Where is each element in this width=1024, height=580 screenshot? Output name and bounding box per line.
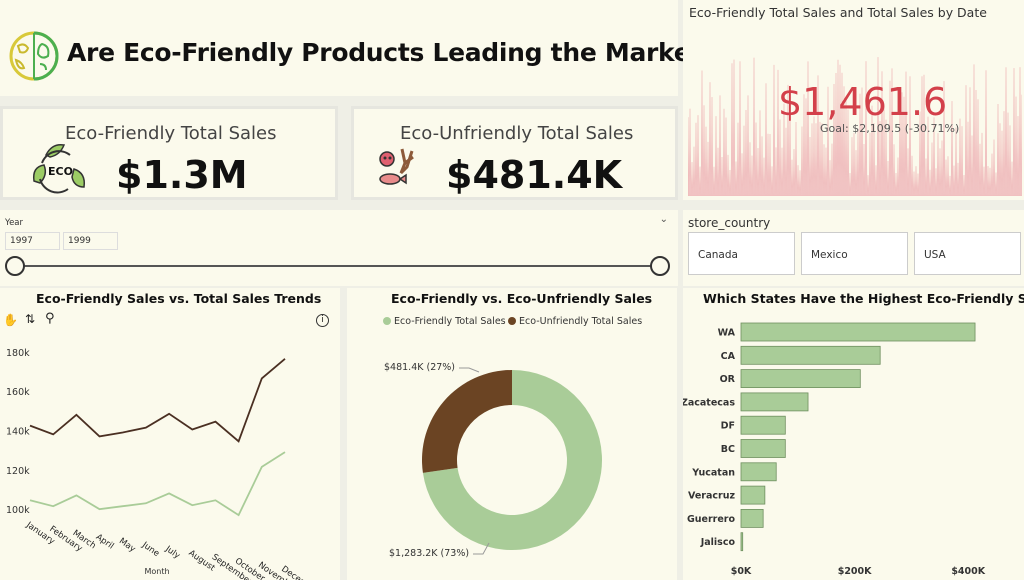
y-tick-label: Zacatecas [683, 397, 735, 408]
y-tick-label: Guerrero [687, 514, 736, 525]
bar [740, 485, 766, 505]
zoom-icon[interactable]: ⚲ [45, 311, 55, 326]
bar [740, 508, 764, 528]
bar-chart-title: Which States Have the Highest Eco-Friend… [703, 291, 1024, 306]
x-tick-label: $200K [838, 566, 872, 577]
eco-recycle-icon: ECO [32, 143, 86, 194]
bar [740, 462, 777, 482]
y-tick-label: Yucatan [691, 467, 735, 478]
legend-label: Eco-Unfriendly Total Sales [519, 316, 642, 327]
line-chart: 100k120k140k160k180kJanuaryFebruaryMarch… [6, 348, 322, 580]
bar [740, 345, 881, 365]
title-panel: Are Eco-Friendly Products Leading the Ma… [0, 0, 717, 96]
eco-kpi-card[interactable]: Eco-Friendly Total Sales ECO $1.3M [0, 106, 338, 200]
y-tick-label: WA [718, 328, 736, 339]
eco-icon-text: ECO [48, 165, 73, 178]
donut-slice-eco [422, 370, 602, 550]
legend-marker [383, 317, 391, 325]
y-tick-label: BC [721, 444, 735, 455]
donut-slice-unfriendly [422, 370, 512, 473]
bar [740, 532, 744, 552]
x-tick-label: June [139, 540, 161, 559]
trend-kpi-goal: Goal: $2,109.5 (-30.71%) [820, 122, 960, 135]
year-from-input[interactable]: 1997 [5, 232, 60, 250]
year-slicer[interactable]: Year ⌄ 1997 1999 [0, 210, 678, 286]
unfriendly-kpi-card[interactable]: Eco-Unfriendly Total Sales $481.4K [351, 106, 678, 200]
bar-chart: WA CA OR Zacatecas DF BC Yucatan Veracruz Guerre… [683, 322, 986, 577]
pollution-icon [379, 148, 414, 185]
y-tick-label: CA [721, 351, 736, 362]
donut-chart-panel: Eco-Friendly vs. Eco-Unfriendly Sales Ec… [347, 288, 677, 580]
y-tick-label: Jalisco [700, 537, 736, 548]
bar [740, 322, 976, 342]
y-tick-label: OR [720, 374, 736, 385]
line-chart-panel: Eco-Friendly Sales vs. Total Sales Trend… [0, 288, 340, 580]
year-slider-start-handle[interactable] [5, 256, 25, 276]
y-tick-label: Veracruz [688, 491, 735, 502]
y-tick-label: 160k [6, 387, 30, 398]
y-tick-label: 120k [6, 466, 30, 477]
country-option-mexico[interactable]: Mexico [801, 232, 908, 275]
bar [740, 392, 809, 412]
legend-label: Eco-Friendly Total Sales [394, 316, 506, 327]
eco-kpi-label: Eco-Friendly Total Sales [65, 123, 277, 144]
trend-kpi-value: $1,461.6 [778, 80, 948, 124]
bar-chart-panel: Which States Have the Highest Eco-Friend… [683, 288, 1024, 580]
eco-kpi-value: $1.3M [116, 153, 248, 197]
y-tick-label: 140k [6, 427, 30, 438]
bar [740, 439, 786, 458]
country-option-canada[interactable]: Canada [688, 232, 795, 275]
donut-chart-title: Eco-Friendly vs. Eco-Unfriendly Sales [391, 291, 653, 306]
trend-kpi-card[interactable]: Eco-Friendly Total Sales and Total Sales… [683, 0, 1024, 200]
x-tick-label: May [117, 536, 137, 554]
hand-icon[interactable]: ✋ [3, 313, 18, 327]
unfriendly-kpi-value: $481.4K [446, 153, 623, 197]
y-tick-label: DF [721, 421, 735, 432]
year-slicer-label: Year [5, 218, 23, 228]
legend-marker [508, 317, 516, 325]
data-label-eco: $1,283.2K (73%) [389, 548, 469, 559]
unfriendly-kpi-label: Eco-Unfriendly Total Sales [400, 123, 634, 144]
country-slicer[interactable]: store_country Canada Mexico USA [683, 210, 1024, 286]
sort-icon[interactable]: ⇅ [25, 312, 36, 326]
y-tick-label: 100k [6, 505, 30, 516]
bar [740, 415, 786, 435]
y-tick-label: 180k [6, 348, 30, 359]
year-slider-track[interactable] [14, 265, 661, 267]
trend-sparkline-area [688, 57, 1022, 196]
chevron-down-icon[interactable]: ⌄ [659, 214, 668, 225]
x-tick-label: $0K [731, 566, 752, 577]
series-line-0 [29, 358, 286, 443]
x-axis-label: Month [144, 567, 169, 576]
series-line-1 [29, 451, 286, 517]
page-title: Are Eco-Friendly Products Leading the Ma… [67, 38, 717, 67]
trend-kpi-title: Eco-Friendly Total Sales and Total Sales… [689, 5, 987, 20]
year-to-input[interactable]: 1999 [63, 232, 118, 250]
data-label-unfriendly: $481.4K (27%) [384, 362, 455, 373]
donut-chart: Eco-Friendly Total Sales Eco-Unfriendly T… [383, 316, 642, 559]
leader-line [473, 542, 490, 555]
x-tick-label: $400K [951, 566, 985, 577]
x-tick-label: July [163, 544, 182, 562]
bar [740, 369, 861, 388]
globe-leaf-icon [9, 31, 59, 81]
year-slider-end-handle[interactable] [650, 256, 670, 276]
trend-sparkline [688, 57, 1022, 196]
info-icon[interactable]: i [316, 314, 329, 327]
leader-line [459, 367, 480, 373]
x-tick-label: April [94, 532, 116, 551]
line-chart-title: Eco-Friendly Sales vs. Total Sales Trend… [36, 291, 322, 306]
country-option-usa[interactable]: USA [914, 232, 1021, 275]
country-slicer-label: store_country [688, 216, 771, 230]
